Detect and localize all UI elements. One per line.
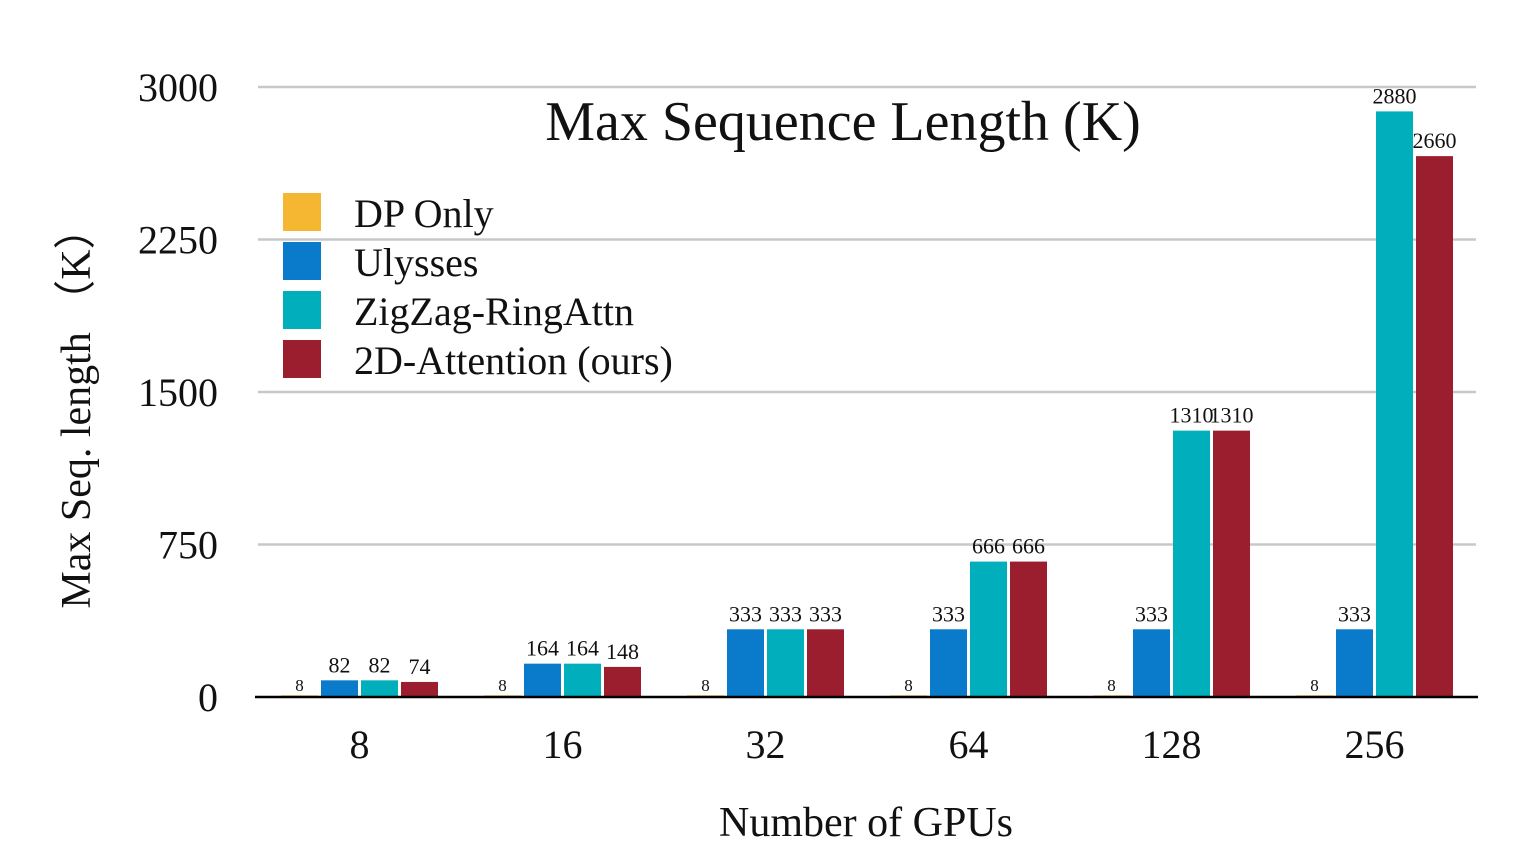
bar-ulysses-32 <box>727 629 764 697</box>
y-axis-label: Max Seq. length （K） <box>54 207 100 608</box>
x-tick-label: 128 <box>1142 722 1202 767</box>
y-tick-label: 2250 <box>138 218 218 263</box>
bar-ulysses-64 <box>930 629 967 697</box>
bar-2d-attention-ours--8 <box>401 681 438 697</box>
bar-2d-attention-ours--64 <box>1010 561 1047 697</box>
x-axis-label: Number of GPUs <box>719 800 1013 846</box>
legend-label: Ulysses <box>354 240 478 285</box>
legend-label: ZigZag-RingAttn <box>354 289 634 334</box>
bar-ulysses-16 <box>524 663 561 697</box>
y-tick-label: 3000 <box>138 65 218 110</box>
bars <box>281 111 1453 698</box>
data-label: 1310 <box>1210 403 1254 428</box>
bar-2d-attention-ours--32 <box>807 629 844 697</box>
legend-swatch <box>283 340 321 378</box>
data-label: 666 <box>972 534 1005 559</box>
data-label: 8 <box>498 676 507 695</box>
data-label: 2660 <box>1413 128 1457 153</box>
data-label: 2880 <box>1373 83 1417 108</box>
x-axis-ticks: 8 16 32 64 128 256 <box>350 722 1405 767</box>
data-label: 8 <box>1310 676 1319 695</box>
legend: DP OnlyUlyssesZigZag-RingAttn2D-Attentio… <box>283 191 673 383</box>
data-label: 666 <box>1012 534 1045 559</box>
data-label: 8 <box>701 676 710 695</box>
bar-zigzag-ringattn-32 <box>767 629 804 697</box>
chart-title: Max Sequence Length (K) <box>545 91 1141 153</box>
legend-swatch <box>283 193 321 231</box>
bar-ulysses-256 <box>1336 629 1373 697</box>
data-label: 8 <box>904 676 913 695</box>
data-label: 82 <box>369 652 391 677</box>
x-tick-label: 16 <box>543 722 583 767</box>
bar-2d-attention-ours--16 <box>604 666 641 697</box>
legend-label: 2D-Attention (ours) <box>354 338 673 383</box>
data-label: 333 <box>1338 601 1371 626</box>
data-label: 74 <box>409 654 431 679</box>
y-tick-label: 1500 <box>138 370 218 415</box>
data-label: 8 <box>1107 676 1116 695</box>
data-label: 164 <box>526 636 559 661</box>
bar-zigzag-ringattn-128 <box>1173 430 1210 697</box>
data-label: 333 <box>932 601 965 626</box>
x-tick-label: 8 <box>350 722 370 767</box>
legend-swatch <box>283 291 321 329</box>
data-label: 148 <box>606 639 639 664</box>
data-label: 333 <box>1135 601 1168 626</box>
bar-zigzag-ringattn-16 <box>564 663 601 697</box>
bar-zigzag-ringattn-256 <box>1376 111 1413 697</box>
x-tick-label: 64 <box>949 722 989 767</box>
y-axis-ticks: 0 750 1500 2250 3000 <box>138 65 218 720</box>
bar-ulysses-128 <box>1133 629 1170 697</box>
data-label: 1310 <box>1170 403 1214 428</box>
y-tick-label: 0 <box>198 675 218 720</box>
bar-zigzag-ringattn-64 <box>970 561 1007 697</box>
bar-2d-attention-ours--128 <box>1213 430 1250 697</box>
legend-label: DP Only <box>354 191 494 236</box>
bar-zigzag-ringattn-8 <box>361 680 398 697</box>
data-label: 333 <box>729 601 762 626</box>
gridlines <box>258 85 1476 546</box>
legend-swatch <box>283 242 321 280</box>
data-label: 8 <box>295 676 304 695</box>
data-label: 333 <box>809 601 842 626</box>
x-tick-label: 256 <box>1345 722 1405 767</box>
data-label: 333 <box>769 601 802 626</box>
data-labels: 8 82 82 74 8 164 164 148 8 333 333 333 8 333 666 666 8 33… <box>295 83 1456 695</box>
data-label: 164 <box>566 636 599 661</box>
data-label: 82 <box>329 652 351 677</box>
x-tick-label: 32 <box>746 722 786 767</box>
bar-2d-attention-ours--256 <box>1416 156 1453 698</box>
y-tick-label: 750 <box>158 523 218 568</box>
bar-ulysses-8 <box>321 680 358 697</box>
